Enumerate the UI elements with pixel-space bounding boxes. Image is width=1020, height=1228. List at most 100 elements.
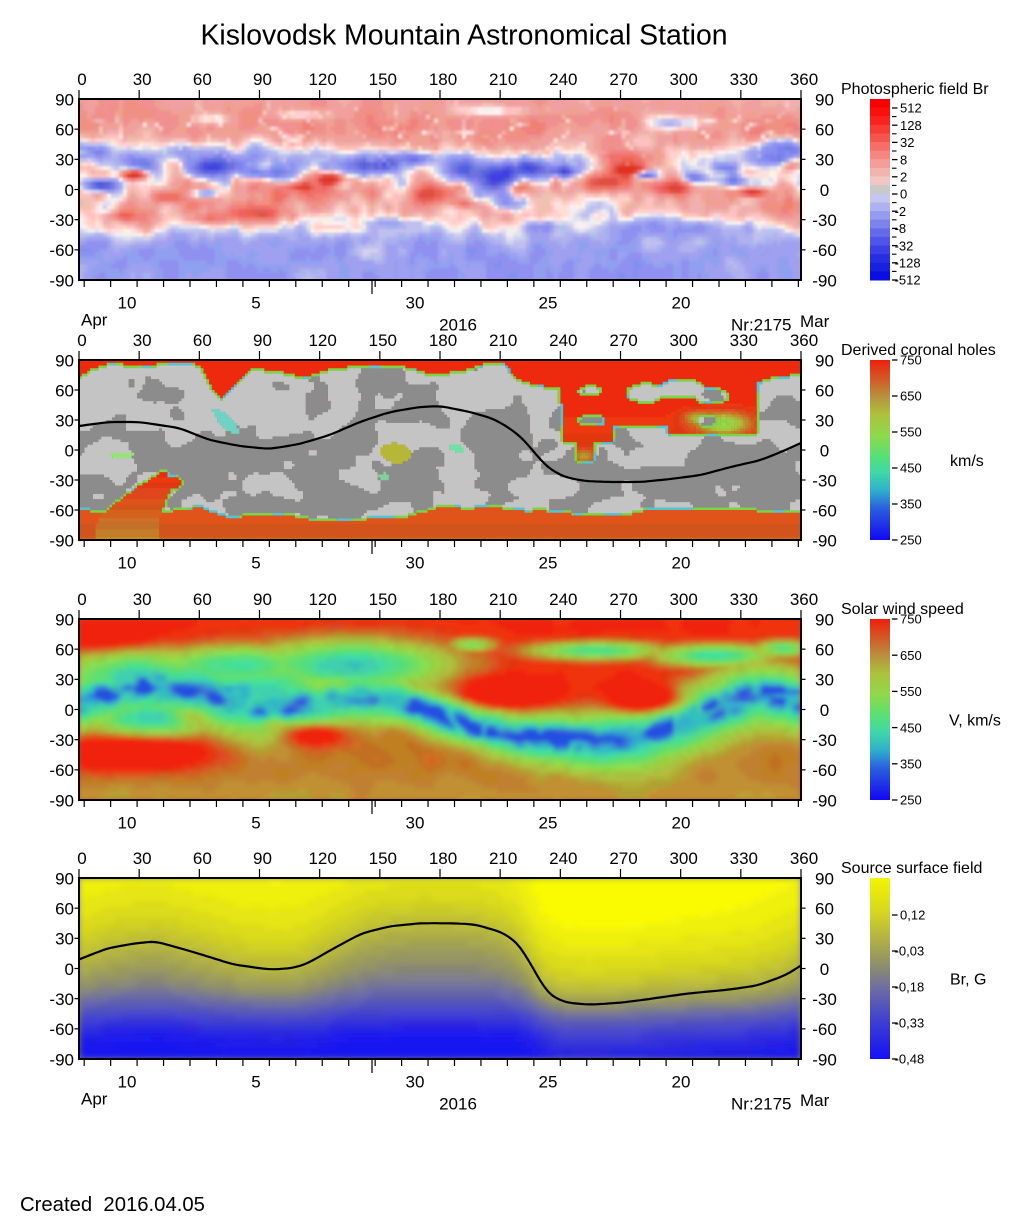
svg-text:20: 20: [672, 814, 691, 833]
svg-text:-60: -60: [49, 501, 74, 520]
svg-text:60: 60: [815, 120, 834, 139]
svg-text:60: 60: [55, 120, 74, 139]
svg-text:120: 120: [308, 331, 336, 350]
svg-text:0: 0: [65, 960, 74, 979]
svg-text:30: 30: [815, 411, 834, 430]
svg-text:20: 20: [672, 294, 691, 313]
svg-text:120: 120: [308, 70, 336, 89]
svg-text:Source surface field: Source surface field: [841, 860, 982, 877]
svg-text:60: 60: [55, 640, 74, 659]
svg-text:750: 750: [900, 353, 922, 368]
svg-text:0: 0: [77, 590, 86, 609]
svg-text:250: 250: [900, 533, 922, 548]
svg-text:-60: -60: [812, 241, 837, 260]
svg-text:60: 60: [815, 640, 834, 659]
svg-text:Nr:2175: Nr:2175: [731, 316, 791, 335]
svg-text:30: 30: [55, 930, 74, 949]
svg-text:-90: -90: [49, 531, 74, 550]
svg-text:25: 25: [539, 1073, 558, 1092]
svg-text:0: 0: [900, 187, 907, 202]
svg-text:60: 60: [815, 381, 834, 400]
svg-text:30: 30: [55, 411, 74, 430]
svg-text:0,12: 0,12: [900, 908, 925, 923]
svg-text:Mar: Mar: [800, 1091, 830, 1110]
svg-text:60: 60: [193, 590, 212, 609]
svg-text:270: 270: [609, 590, 637, 609]
svg-text:Mar: Mar: [800, 312, 830, 331]
svg-text:10: 10: [118, 554, 137, 573]
svg-text:-90: -90: [812, 271, 837, 290]
svg-text:90: 90: [815, 90, 834, 109]
svg-text:90: 90: [253, 849, 272, 868]
svg-text:-60: -60: [812, 761, 837, 780]
svg-text:V, km/s: V, km/s: [949, 713, 1001, 730]
svg-text:30: 30: [55, 151, 74, 170]
svg-text:120: 120: [308, 849, 336, 868]
svg-text:-0,33: -0,33: [895, 1016, 925, 1031]
svg-text:90: 90: [815, 869, 834, 888]
svg-text:-30: -30: [49, 211, 74, 230]
svg-text:-60: -60: [49, 241, 74, 260]
svg-text:10: 10: [118, 1073, 137, 1092]
svg-text:330: 330: [730, 331, 758, 350]
svg-text:10: 10: [118, 814, 137, 833]
svg-text:350: 350: [900, 757, 922, 772]
svg-text:90: 90: [55, 610, 74, 629]
svg-text:150: 150: [369, 70, 397, 89]
svg-text:90: 90: [55, 869, 74, 888]
svg-text:240: 240: [549, 590, 577, 609]
svg-text:0: 0: [820, 701, 829, 720]
svg-text:Br, G: Br, G: [950, 972, 986, 989]
svg-text:750: 750: [900, 612, 922, 627]
svg-text:360: 360: [790, 70, 818, 89]
svg-text:300: 300: [669, 331, 697, 350]
svg-text:330: 330: [730, 849, 758, 868]
svg-text:270: 270: [609, 849, 637, 868]
svg-text:150: 150: [369, 590, 397, 609]
svg-text:360: 360: [790, 590, 818, 609]
svg-text:10: 10: [118, 294, 137, 313]
svg-text:30: 30: [815, 930, 834, 949]
svg-text:30: 30: [133, 590, 152, 609]
svg-text:8: 8: [900, 152, 907, 167]
svg-text:90: 90: [55, 351, 74, 370]
svg-text:Solar wind speed: Solar wind speed: [841, 601, 964, 618]
svg-text:32: 32: [900, 135, 914, 150]
svg-text:-8: -8: [895, 221, 907, 236]
svg-text:-90: -90: [812, 1050, 837, 1069]
svg-text:5: 5: [251, 554, 260, 573]
svg-text:210: 210: [489, 331, 517, 350]
svg-text:180: 180: [429, 331, 457, 350]
svg-text:150: 150: [369, 849, 397, 868]
svg-text:25: 25: [539, 294, 558, 313]
svg-text:150: 150: [369, 331, 397, 350]
svg-text:-90: -90: [49, 791, 74, 810]
svg-text:90: 90: [253, 590, 272, 609]
svg-text:5: 5: [251, 294, 260, 313]
svg-text:-30: -30: [49, 731, 74, 750]
svg-text:0: 0: [65, 181, 74, 200]
svg-text:0: 0: [77, 70, 86, 89]
svg-text:240: 240: [549, 849, 577, 868]
svg-text:0: 0: [820, 181, 829, 200]
svg-text:25: 25: [539, 814, 558, 833]
svg-text:550: 550: [900, 684, 922, 699]
svg-text:Nr:2175: Nr:2175: [731, 1095, 791, 1114]
svg-text:360: 360: [790, 331, 818, 350]
svg-text:-60: -60: [812, 1020, 837, 1039]
svg-text:-90: -90: [49, 1050, 74, 1069]
svg-text:-0,18: -0,18: [895, 980, 925, 995]
svg-text:30: 30: [406, 294, 425, 313]
svg-text:-30: -30: [812, 990, 837, 1009]
svg-text:350: 350: [900, 497, 922, 512]
svg-text:20: 20: [672, 1073, 691, 1092]
svg-text:-60: -60: [49, 761, 74, 780]
svg-text:30: 30: [815, 671, 834, 690]
svg-text:Derived coronal holes: Derived coronal holes: [841, 342, 996, 359]
svg-text:90: 90: [55, 90, 74, 109]
svg-text:60: 60: [815, 899, 834, 918]
svg-text:-90: -90: [812, 791, 837, 810]
svg-text:650: 650: [900, 389, 922, 404]
svg-text:30: 30: [133, 331, 152, 350]
svg-text:-0,48: -0,48: [895, 1052, 925, 1067]
